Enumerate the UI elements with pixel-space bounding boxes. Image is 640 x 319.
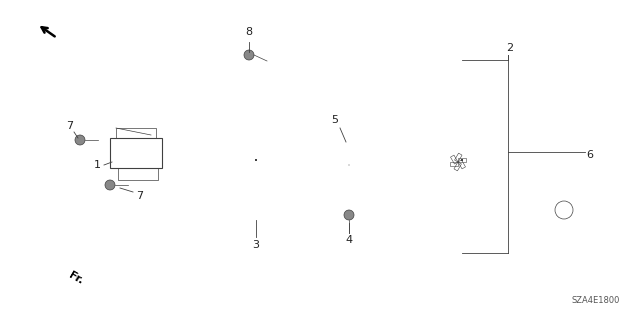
Text: 4: 4 xyxy=(346,235,353,245)
Text: 1: 1 xyxy=(93,160,100,170)
Text: Fr.: Fr. xyxy=(67,270,85,286)
Text: 2: 2 xyxy=(506,43,513,53)
Bar xyxy=(454,153,462,162)
Text: 8: 8 xyxy=(245,27,253,37)
Bar xyxy=(450,162,458,166)
Text: 7: 7 xyxy=(136,191,143,201)
Circle shape xyxy=(244,50,254,60)
Bar xyxy=(451,155,458,164)
Text: 7: 7 xyxy=(67,121,74,131)
Text: SZA4E1800: SZA4E1800 xyxy=(572,296,620,305)
Circle shape xyxy=(344,210,354,220)
Bar xyxy=(454,162,461,171)
Bar xyxy=(118,168,158,180)
Bar xyxy=(458,158,466,162)
Circle shape xyxy=(75,135,85,145)
Bar xyxy=(458,160,465,169)
Text: 3: 3 xyxy=(253,240,259,250)
Text: 6: 6 xyxy=(586,150,593,160)
Text: 5: 5 xyxy=(332,115,339,125)
Bar xyxy=(116,128,156,138)
Circle shape xyxy=(105,180,115,190)
Bar xyxy=(110,138,162,168)
